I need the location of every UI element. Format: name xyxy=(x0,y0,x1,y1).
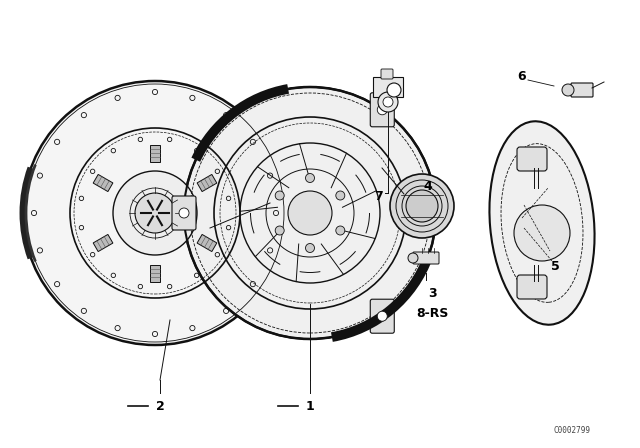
Ellipse shape xyxy=(490,121,595,325)
Circle shape xyxy=(562,84,574,96)
Text: 3: 3 xyxy=(428,287,436,300)
Circle shape xyxy=(390,174,454,238)
Circle shape xyxy=(406,190,438,222)
Circle shape xyxy=(275,191,284,200)
Text: 4: 4 xyxy=(424,180,433,193)
Circle shape xyxy=(275,226,284,235)
FancyBboxPatch shape xyxy=(400,190,444,222)
Text: 6: 6 xyxy=(518,69,526,82)
Circle shape xyxy=(387,83,401,97)
Bar xyxy=(93,174,113,192)
Circle shape xyxy=(336,226,345,235)
Text: 8-RS: 8-RS xyxy=(416,306,448,319)
Circle shape xyxy=(179,208,189,218)
FancyBboxPatch shape xyxy=(517,275,547,299)
FancyBboxPatch shape xyxy=(381,69,393,79)
Circle shape xyxy=(377,105,387,115)
Circle shape xyxy=(305,173,314,182)
Circle shape xyxy=(135,193,175,233)
Text: 5: 5 xyxy=(550,259,559,272)
Circle shape xyxy=(378,92,398,112)
FancyBboxPatch shape xyxy=(172,196,196,230)
FancyBboxPatch shape xyxy=(371,93,394,127)
Circle shape xyxy=(383,97,393,107)
Text: 2: 2 xyxy=(156,400,164,413)
Text: C0002799: C0002799 xyxy=(554,426,591,435)
Circle shape xyxy=(377,311,387,321)
Bar xyxy=(197,234,217,252)
FancyBboxPatch shape xyxy=(373,77,403,97)
Circle shape xyxy=(408,253,418,263)
FancyBboxPatch shape xyxy=(517,147,547,171)
Circle shape xyxy=(336,191,345,200)
Text: 7: 7 xyxy=(374,190,382,202)
Circle shape xyxy=(288,191,332,235)
Bar xyxy=(197,174,217,192)
Circle shape xyxy=(184,87,436,339)
Bar xyxy=(150,264,160,281)
Circle shape xyxy=(514,205,570,261)
FancyBboxPatch shape xyxy=(413,252,439,264)
Circle shape xyxy=(113,171,197,255)
Text: 1: 1 xyxy=(306,400,314,413)
FancyBboxPatch shape xyxy=(571,83,593,97)
Circle shape xyxy=(23,81,287,345)
Bar xyxy=(93,234,113,252)
Bar xyxy=(150,145,160,161)
Circle shape xyxy=(305,244,314,253)
FancyBboxPatch shape xyxy=(371,299,394,333)
